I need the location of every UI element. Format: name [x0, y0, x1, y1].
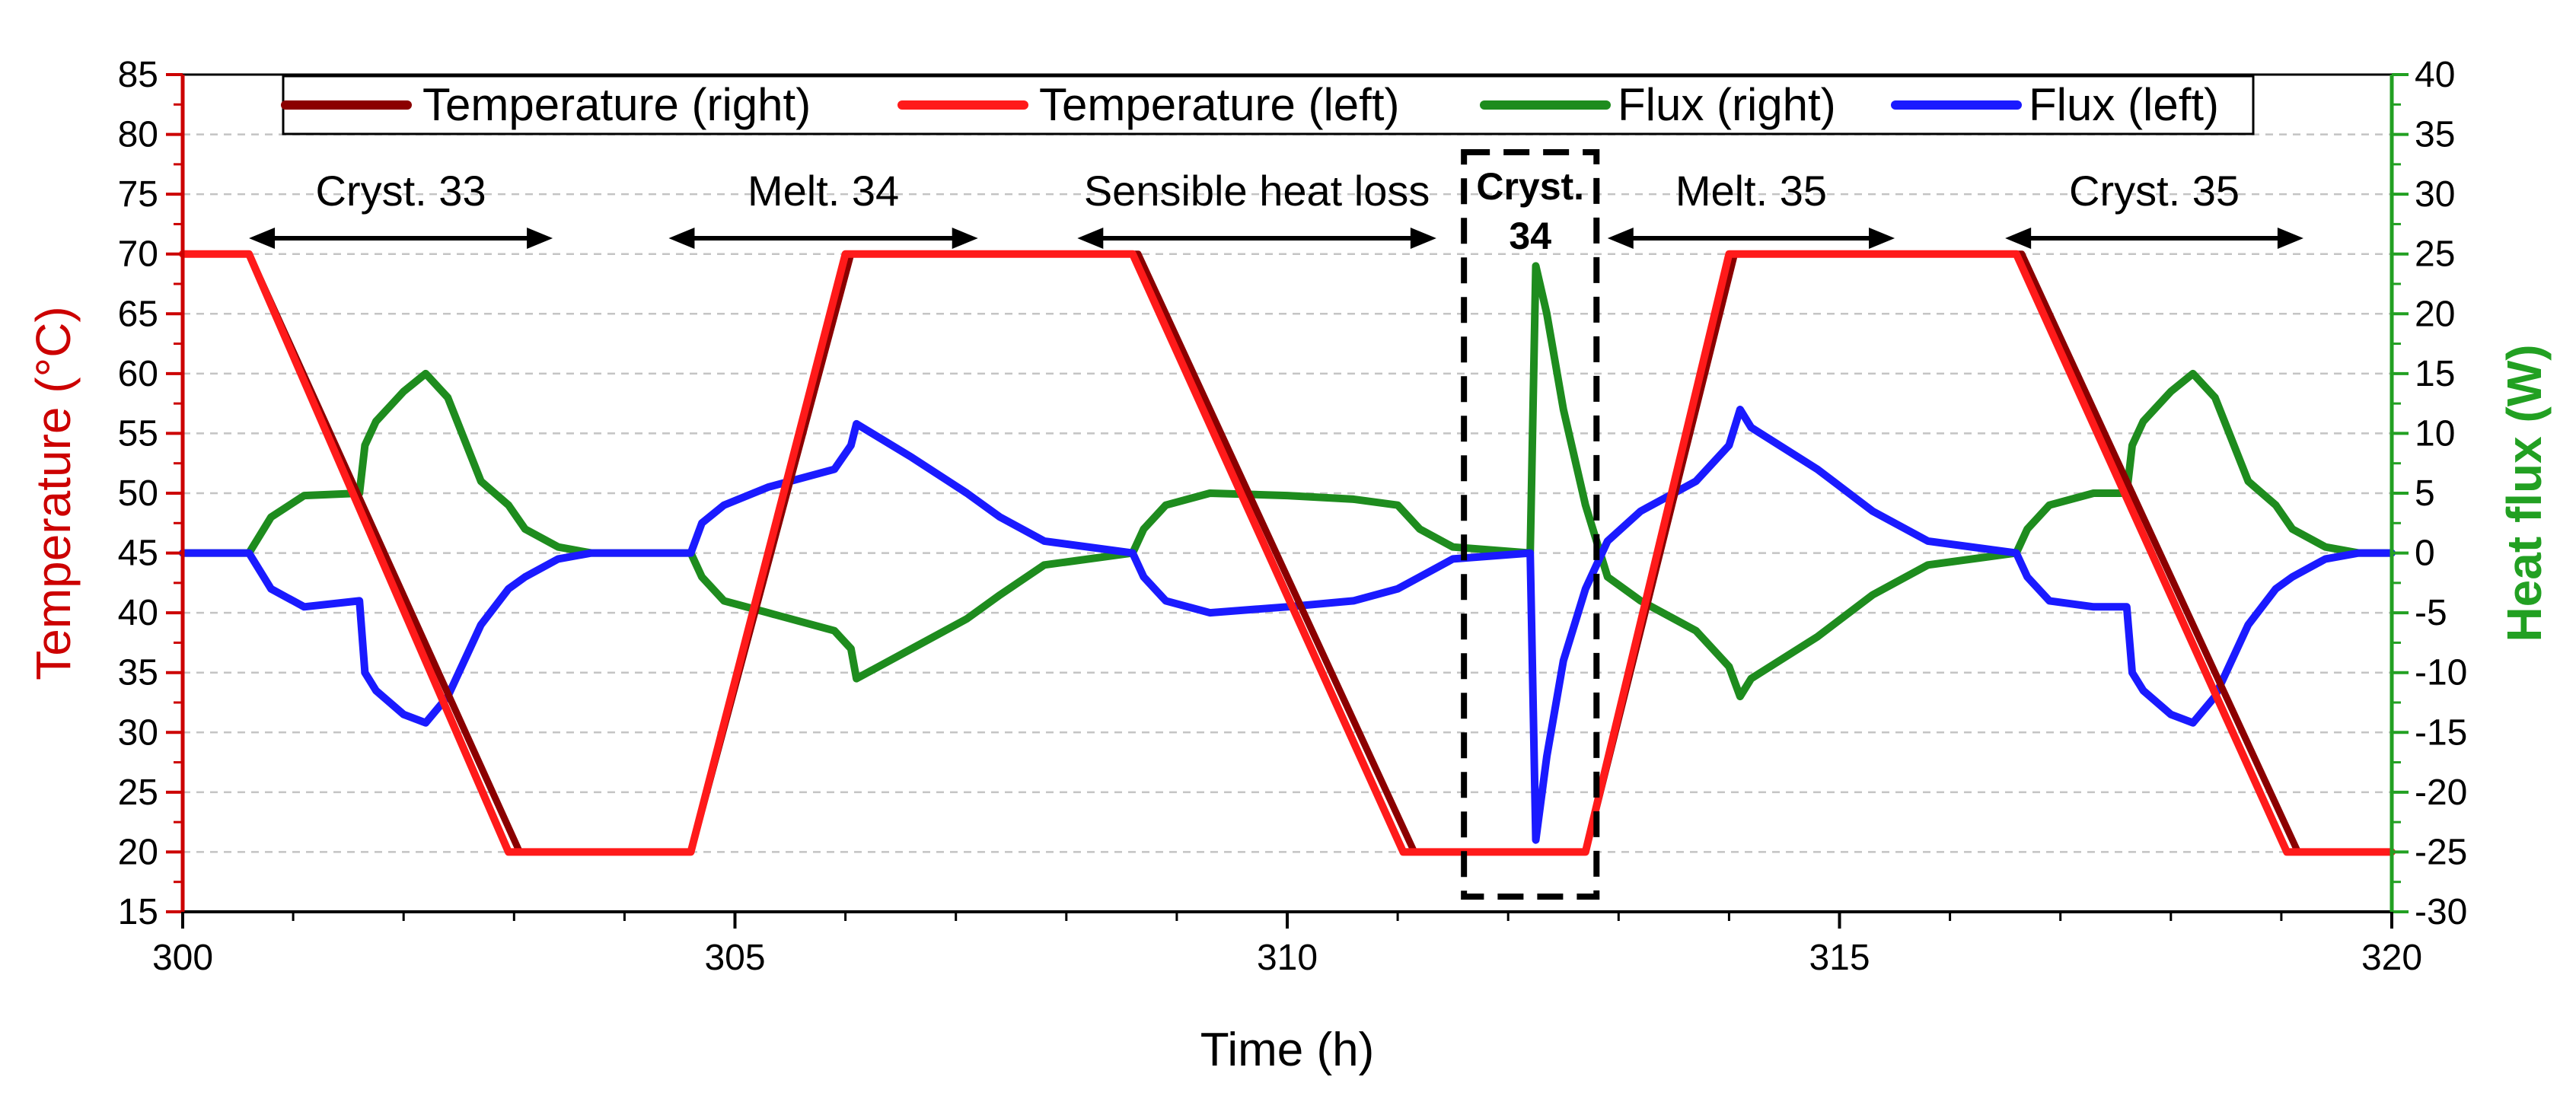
x-tick-label: 305 [704, 938, 765, 978]
left-tick-label: 20 [118, 832, 158, 872]
x-axis-title: Time (h) [1200, 1024, 1374, 1076]
right-tick-label: -15 [2415, 712, 2467, 753]
left-tick-label: 80 [118, 115, 158, 155]
annotation-label-line2: 34 [1509, 215, 1551, 257]
annotation-label: Melt. 34 [748, 167, 899, 215]
legend-label: Temperature (right) [422, 79, 811, 130]
arrowhead-left [668, 228, 695, 249]
right-tick-label: 0 [2415, 534, 2435, 574]
arrowhead-right [1869, 228, 1895, 249]
left-tick-label: 85 [118, 55, 158, 95]
annotation-label-line1: Cryst. [1476, 165, 1584, 208]
right-tick-label: -25 [2415, 832, 2467, 872]
annotation-label: Sensible heat loss [1084, 167, 1430, 215]
arrowhead-left [249, 228, 276, 249]
arrowhead-right [1410, 228, 1436, 249]
arrowhead-left [1607, 228, 1634, 249]
right-tick-label: 25 [2415, 234, 2455, 275]
legend-label: Flux (left) [2029, 79, 2219, 130]
x-tick-label: 320 [2361, 938, 2422, 978]
series-layer [179, 250, 2396, 856]
annotation-layer: Cryst. 33 Melt. 34 Sensible heat loss Cryst… [249, 149, 2303, 900]
left-tick-label: 35 [118, 653, 158, 693]
left-tick-label: 60 [118, 354, 158, 394]
right-tick-label: -30 [2415, 892, 2467, 932]
legend-label: Flux (right) [1618, 79, 1836, 130]
series-line-temperature-left [179, 250, 2396, 856]
right-tick-label: 10 [2415, 413, 2455, 454]
left-tick-label: 15 [118, 892, 158, 932]
legend: Temperature (right) Temperature (left) Flu… [281, 75, 2255, 135]
arrowhead-right [2277, 228, 2303, 249]
series-line-flux-left [179, 406, 2396, 844]
left-tick-label: 25 [118, 773, 158, 813]
left-tick-label: 55 [118, 413, 158, 454]
right-tick-label: 35 [2415, 115, 2455, 155]
x-tick-label: 315 [1809, 938, 1870, 978]
series-line-temperature-right [179, 250, 2396, 855]
legend-label: Temperature (left) [1039, 79, 1400, 130]
arrowhead-left [1077, 228, 1104, 249]
right-tick-label: 40 [2415, 55, 2455, 95]
right-tick-label: -20 [2415, 773, 2467, 813]
right-tick-label: 30 [2415, 174, 2455, 215]
right-tick-label: 5 [2415, 473, 2435, 514]
right-axis-title: Heat flux (W) [2497, 344, 2552, 642]
left-tick-label: 40 [118, 593, 158, 633]
annotation-label: Cryst. 33 [316, 167, 486, 215]
left-tick-label: 50 [118, 473, 158, 514]
arrowhead-left [2005, 228, 2032, 249]
right-tick-label: -5 [2415, 593, 2447, 633]
annotation-label: Melt. 35 [1675, 167, 1827, 215]
left-tick-label: 75 [118, 174, 158, 215]
arrowhead-right [527, 228, 553, 249]
x-tick-label: 310 [1257, 938, 1318, 978]
right-tick-label: -10 [2415, 653, 2467, 693]
left-tick-label: 30 [118, 712, 158, 753]
arrowhead-right [952, 228, 978, 249]
left-tick-label: 45 [118, 534, 158, 574]
x-tick-label: 300 [152, 938, 213, 978]
left-tick-label: 65 [118, 294, 158, 334]
annotation-label: Cryst. 35 [2069, 167, 2240, 215]
right-tick-label: 15 [2415, 354, 2455, 394]
right-tick-label: 20 [2415, 294, 2455, 334]
left-axis-title: Temperature (°C) [26, 306, 81, 680]
axes: 152025303540455055606570758085-30-25-20-… [26, 55, 2552, 1076]
left-tick-label: 70 [118, 234, 158, 275]
